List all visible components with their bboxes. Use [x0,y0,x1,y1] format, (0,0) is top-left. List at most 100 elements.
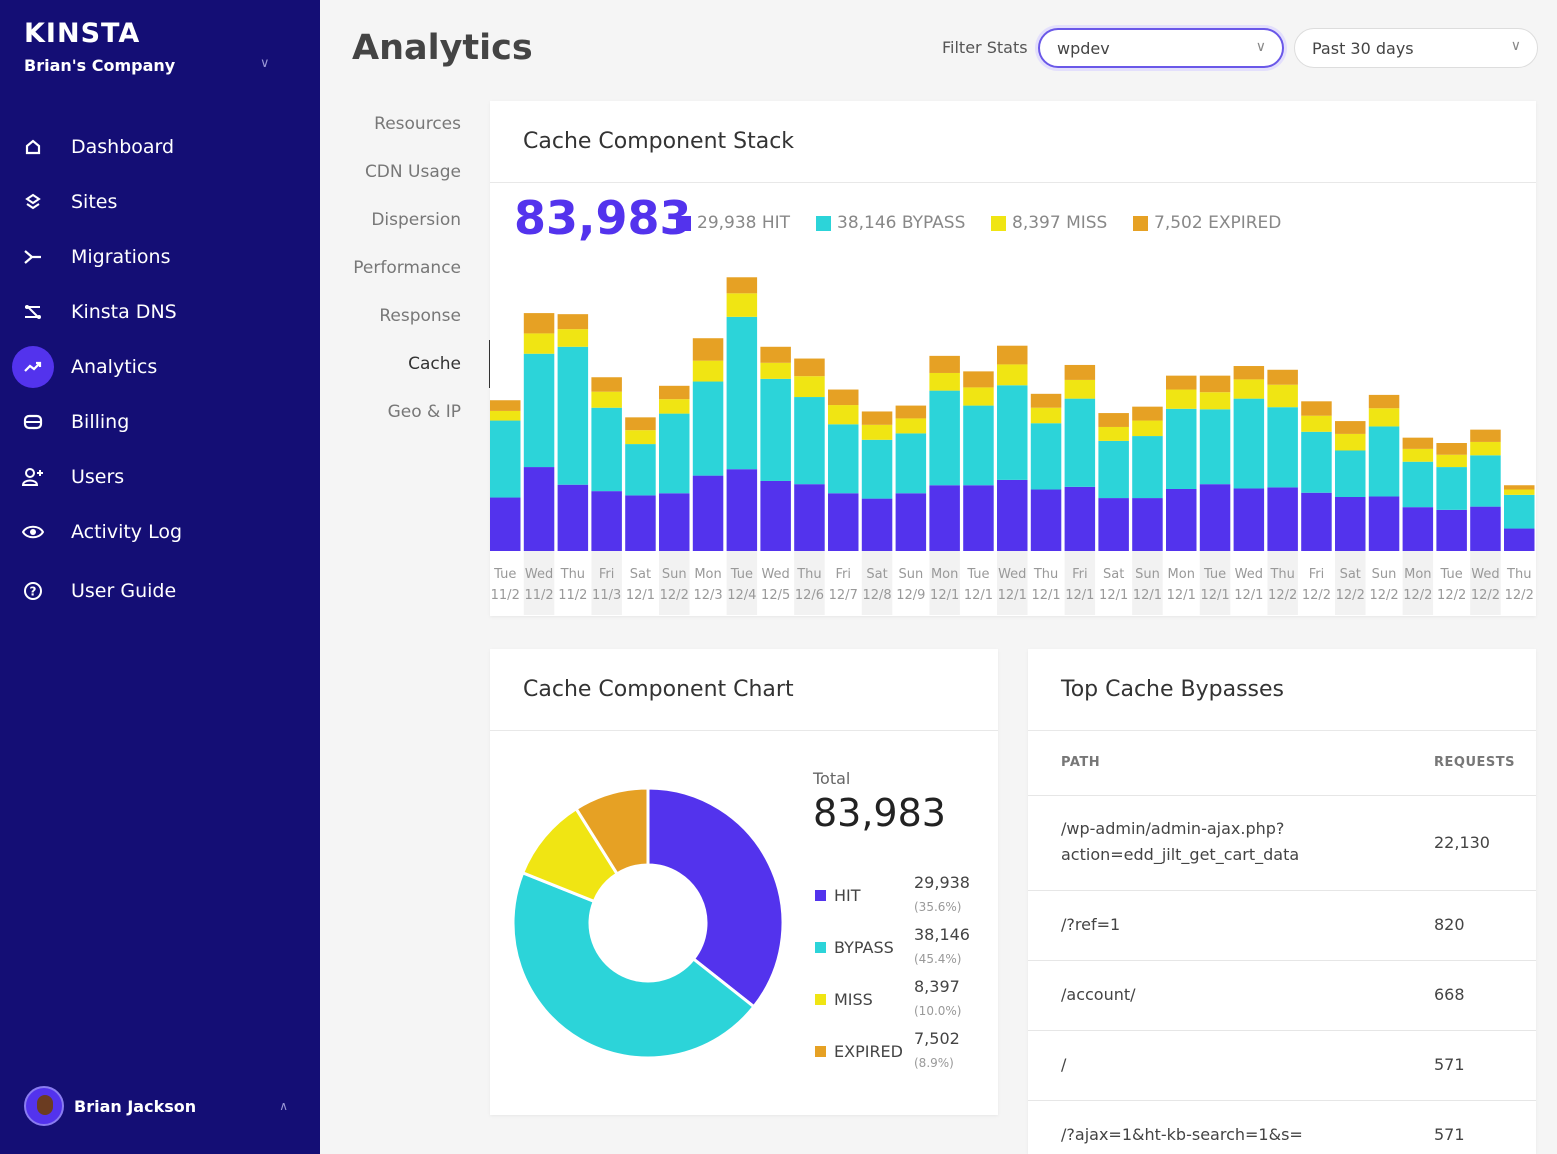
bar-segment-expired[interactable] [1436,443,1467,455]
table-row[interactable]: /wp-admin/admin-ajax.php? action=edd_jil… [1028,795,1536,890]
bar-segment-hit[interactable] [1436,509,1467,551]
bar-segment-hit[interactable] [692,475,724,551]
bar-segment-hit[interactable] [1402,507,1434,551]
bar-segment-bypass[interactable] [1436,467,1467,510]
bar-segment-hit[interactable] [963,485,994,551]
bar-segment-expired[interactable] [557,314,589,330]
site-select[interactable]: wpdev ∨ [1038,28,1284,68]
bar-segment-expired[interactable] [997,345,1028,365]
bar-segment-expired[interactable] [692,338,724,361]
sidebar-item-dashboard[interactable]: Dashboard [0,125,320,169]
subnav-response[interactable]: Response [379,306,461,326]
bar-segment-miss[interactable] [1233,379,1265,399]
bar-segment-hit[interactable] [1132,498,1163,551]
bar-segment-hit[interactable] [1233,488,1265,551]
bar-segment-miss[interactable] [1470,441,1501,456]
bar-segment-expired[interactable] [591,377,622,392]
bar-segment-bypass[interactable] [828,424,859,494]
bar-segment-expired[interactable] [861,411,893,425]
bar-segment-miss[interactable] [760,362,791,379]
bar-segment-bypass[interactable] [490,420,521,498]
bar-segment-miss[interactable] [625,430,656,445]
subnav-cache[interactable]: Cache [408,354,461,374]
sidebar-item-migrations[interactable]: Migrations [0,235,320,279]
bar-segment-miss[interactable] [1030,407,1062,424]
table-row[interactable]: /?ajax=1&ht-kb-search=1&s= 571 [1028,1100,1536,1154]
bar-segment-hit[interactable] [1368,496,1400,551]
bar-segment-miss[interactable] [726,293,758,317]
bar-segment-expired[interactable] [1233,366,1265,380]
bar-segment-expired[interactable] [794,358,825,377]
bar-segment-bypass[interactable] [1267,407,1298,488]
bar-segment-hit[interactable] [861,498,893,551]
bar-segment-bypass[interactable] [659,413,690,494]
sidebar-item-billing[interactable]: Billing [0,400,320,444]
bar-segment-miss[interactable] [1402,448,1434,462]
bar-segment-hit[interactable] [794,484,825,551]
bar-segment-bypass[interactable] [1368,426,1400,497]
bar-segment-miss[interactable] [963,387,994,406]
bar-segment-hit[interactable] [591,491,622,551]
bar-segment-bypass[interactable] [1030,423,1062,490]
bar-segment-expired[interactable] [1098,413,1129,427]
company-switcher[interactable]: Brian's Company [24,56,176,75]
bar-segment-miss[interactable] [828,405,859,425]
bar-segment-hit[interactable] [1470,506,1501,551]
bar-segment-hit[interactable] [929,485,960,551]
bar-segment-miss[interactable] [1166,389,1197,409]
bar-segment-hit[interactable] [557,484,589,551]
bar-segment-miss[interactable] [591,391,622,408]
column-header-path[interactable]: PATH [1061,755,1101,770]
sidebar-item-user-guide[interactable]: ? User Guide [0,569,320,613]
bar-segment-bypass[interactable] [523,353,555,468]
bar-segment-bypass[interactable] [591,407,622,492]
bar-segment-expired[interactable] [490,400,521,411]
bar-segment-expired[interactable] [1199,375,1231,393]
chevron-down-icon[interactable]: ∨ [260,56,270,71]
bar-segment-hit[interactable] [1335,497,1366,551]
bar-segment-hit[interactable] [760,480,791,551]
bar-segment-hit[interactable] [523,467,555,551]
bar-segment-miss[interactable] [1064,379,1096,399]
bar-segment-expired[interactable] [760,346,791,363]
bar-segment-expired[interactable] [1470,429,1501,442]
bar-segment-bypass[interactable] [997,385,1028,480]
bar-segment-expired[interactable] [1368,394,1400,409]
bar-segment-bypass[interactable] [760,378,791,481]
bar-segment-hit[interactable] [1267,487,1298,551]
bar-segment-miss[interactable] [1132,420,1163,437]
bar-segment-miss[interactable] [659,399,690,414]
bar-segment-hit[interactable] [1030,489,1062,551]
bar-segment-expired[interactable] [1504,485,1535,490]
bar-segment-miss[interactable] [1436,454,1467,468]
bar-segment-bypass[interactable] [726,316,758,470]
bar-segment-hit[interactable] [1199,484,1231,551]
bar-segment-bypass[interactable] [895,433,927,494]
bar-segment-miss[interactable] [523,333,555,354]
bar-segment-bypass[interactable] [1402,461,1434,508]
bar-segment-hit[interactable] [490,497,521,551]
bar-segment-bypass[interactable] [692,381,724,476]
bar-segment-bypass[interactable] [1166,408,1197,489]
bar-segment-miss[interactable] [794,376,825,398]
bar-segment-bypass[interactable] [929,390,960,486]
bar-segment-bypass[interactable] [1470,455,1501,507]
bar-segment-expired[interactable] [726,277,758,294]
bar-segment-expired[interactable] [895,405,927,419]
sidebar-item-analytics[interactable]: Analytics [0,345,320,389]
donut-slice-bypass[interactable] [512,870,757,1059]
bar-segment-hit[interactable] [997,479,1028,551]
bar-segment-expired[interactable] [1402,437,1434,449]
subnav-dispersion[interactable]: Dispersion [371,210,461,230]
bar-segment-bypass[interactable] [794,397,825,485]
bar-segment-miss[interactable] [929,372,960,391]
bar-segment-miss[interactable] [1368,408,1400,427]
bar-segment-expired[interactable] [1166,375,1197,390]
bar-segment-expired[interactable] [1335,421,1366,434]
bar-segment-miss[interactable] [1335,433,1366,451]
bar-segment-hit[interactable] [1098,498,1129,551]
bar-segment-expired[interactable] [929,355,960,373]
bar-segment-bypass[interactable] [963,405,994,486]
bar-segment-expired[interactable] [625,417,656,431]
bar-segment-miss[interactable] [861,424,893,440]
